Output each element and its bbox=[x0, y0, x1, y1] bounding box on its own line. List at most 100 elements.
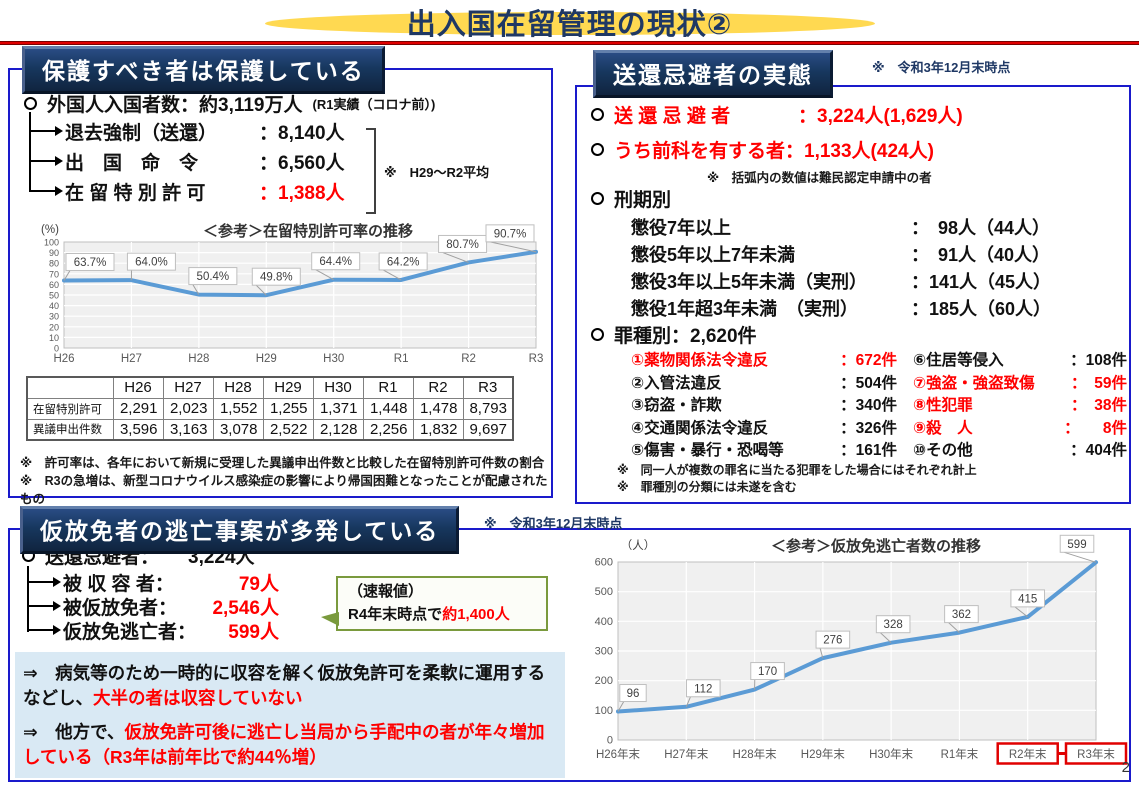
fugitive-asof-note: ※ 令和3年12月末時点 bbox=[484, 516, 623, 531]
crime-row: ②入管法違反 ：504件 bbox=[631, 371, 897, 394]
preliminary-figure-callout: （速報値） R4年末時点で約1,400人 bbox=[321, 576, 548, 631]
branch-arrow-icon bbox=[30, 156, 63, 166]
x-tick-label: H26年末 bbox=[596, 747, 641, 761]
crime-value: ：404件 bbox=[1070, 442, 1127, 459]
average-bracket bbox=[366, 128, 376, 214]
y-tick-label: 400 bbox=[595, 616, 613, 628]
y-tick-label: 10 bbox=[49, 333, 59, 343]
data-label: 362 bbox=[952, 609, 971, 621]
table-cell: 1,832 bbox=[412, 418, 464, 441]
data-label-box bbox=[65, 252, 115, 271]
data-label: 64.2% bbox=[387, 256, 420, 268]
criminal-record-row: うち前科を有する者：1,133人(424人) bbox=[591, 136, 934, 163]
data-label: 50.4% bbox=[197, 271, 230, 283]
y-tick-label: 90 bbox=[49, 248, 59, 258]
sentence-row: 懲役5年以上7年未満 ： 91人（40人） bbox=[631, 241, 1051, 268]
axis-unit-label: （人） bbox=[621, 539, 656, 552]
data-label: 599 bbox=[1067, 539, 1086, 551]
y-tick-label: 600 bbox=[595, 557, 613, 569]
crime-row: ⑥住居等侵入 ：108件 bbox=[913, 348, 1127, 371]
sentence-label: 懲役1年超3年未満 （実刑） bbox=[631, 299, 859, 319]
label-leader bbox=[382, 269, 402, 281]
y-tick-label: 500 bbox=[595, 586, 613, 598]
table-header-cell: H27 bbox=[162, 376, 214, 399]
criminal-record-text: うち前科を有する者：1,133人(424人) bbox=[614, 141, 934, 162]
title-divider-rule bbox=[0, 41, 1139, 45]
data-label-box bbox=[875, 615, 911, 634]
fugitive-section: 送還忌避者： 3,224人 被 収 容 者： 79人 被仮放免者： 2,546人 仮放免… bbox=[8, 528, 1131, 782]
chart-title: ＜参考＞在留特別許可率の推移 bbox=[203, 222, 413, 240]
branch-label: 被仮放免者： bbox=[63, 597, 178, 619]
sentence-header: 刑期別 bbox=[614, 190, 672, 211]
table-cell: 3,596 bbox=[112, 418, 164, 441]
table-cell: 9,697 bbox=[462, 418, 514, 441]
branch-value: ：8,140人 bbox=[259, 122, 345, 144]
data-label: 415 bbox=[1018, 593, 1037, 605]
label-leader bbox=[880, 632, 892, 644]
branch-value: 599人 bbox=[228, 621, 279, 643]
data-label: 90.7% bbox=[494, 228, 527, 240]
sentence-value: ：141人（45人） bbox=[911, 272, 1052, 292]
branch-arrow-icon bbox=[28, 601, 61, 611]
permit-table: H26 H27 H28 H29 H30 R1 R2 R3 在留特別許可 2,291 2,023 1,5… bbox=[26, 376, 514, 441]
data-label-box bbox=[750, 662, 785, 681]
data-line bbox=[616, 560, 1098, 714]
table-row: 異議申出件数 3,596 3,163 3,078 2,522 2,128 2,256 1,83… bbox=[26, 418, 514, 441]
callout-line1: （速報値） bbox=[348, 583, 424, 600]
fugitive-breakdown-row: 仮放免逃亡者： 599人 bbox=[28, 618, 279, 643]
table-cell: 2,522 bbox=[262, 418, 314, 441]
branch-arrow-icon bbox=[30, 186, 63, 196]
data-label: 80.7% bbox=[446, 239, 479, 251]
x-tick-label: H30 bbox=[323, 353, 344, 365]
x-tick-label: H28 bbox=[188, 353, 209, 365]
page-title: 出入国在留管理の現状② bbox=[406, 9, 733, 41]
y-tick-label: 100 bbox=[44, 238, 59, 248]
crime-row: ⑩その他 ：404件 bbox=[913, 438, 1127, 461]
evaders-section: 送 還 忌 避 者 ：3,224人(1,629人) うち前科を有する者：1,13… bbox=[575, 85, 1131, 504]
crime-value: ： 38件 bbox=[1071, 397, 1127, 414]
sentence-row: 懲役1年超3年未満 （実刑） ：185人（60人） bbox=[631, 295, 1051, 322]
crime-row: ⑦強盗・強盗致傷 ： 59件 bbox=[913, 371, 1127, 394]
crime-value: ： 59件 bbox=[1071, 374, 1127, 392]
y-tick-label: 30 bbox=[49, 312, 59, 322]
permit-table-footnotes: ※ 許可率は、各年において新規に受理した異議申出件数と比較した在留特別許可件数の… bbox=[20, 454, 551, 508]
title-highlight-shape bbox=[264, 12, 875, 35]
sentence-label: 懲役5年以上7年未満 bbox=[631, 245, 796, 265]
crime-label: ⑥住居等侵入 bbox=[913, 352, 1004, 369]
x-tick-label: R3 bbox=[529, 353, 544, 365]
branch-label: 在 留 特 別 許 可 bbox=[65, 182, 206, 204]
y-tick-label: 60 bbox=[49, 280, 59, 290]
crime-row: ③窃盗・詐欺 ：340件 bbox=[631, 393, 897, 416]
label-leader bbox=[1014, 606, 1029, 618]
evaders-count-value: ：3,224人(1,629人) bbox=[798, 106, 963, 127]
crime-value: ：161件 bbox=[840, 442, 897, 459]
page-number: 2 bbox=[1121, 759, 1130, 776]
table-header-cell: R1 bbox=[362, 376, 414, 399]
branch-arrow-icon bbox=[28, 625, 61, 635]
table-cell: 1,552 bbox=[212, 397, 264, 420]
table-header-cell: H26 bbox=[112, 376, 164, 399]
table-header-cell: R3 bbox=[462, 376, 514, 399]
table-cell: 1,255 bbox=[262, 397, 314, 420]
table-cell: 2,128 bbox=[312, 418, 364, 441]
protect-section: 外国人入国者数：約3,119万人 (R1実績（コロナ前）) 退去強制（送還） ：8… bbox=[8, 68, 553, 506]
tree-line bbox=[29, 112, 31, 192]
data-label-box bbox=[944, 605, 979, 624]
x-tick-label: H26 bbox=[53, 353, 74, 365]
table-header-cell bbox=[26, 376, 114, 399]
branch-label: 仮放免逃亡者： bbox=[63, 621, 197, 643]
data-label-box bbox=[685, 679, 721, 698]
branch-arrow-icon bbox=[28, 577, 61, 587]
x-tick-label: H27 bbox=[121, 353, 142, 365]
fugitive-breakdown-row: 被仮放免者： 2,546人 bbox=[28, 594, 279, 619]
label-leader bbox=[192, 284, 200, 295]
x-tick-label: H29年末 bbox=[801, 747, 846, 761]
crime-row: ⑤傷害・暴行・恐喝等 ：161件 bbox=[631, 438, 897, 461]
crime-value: ：672件 bbox=[840, 352, 897, 369]
data-label: 328 bbox=[884, 619, 903, 631]
crime-label: ⑨殺 人 bbox=[913, 419, 973, 437]
branch-value: ：6,560人 bbox=[259, 152, 345, 174]
conclusion-paragraph-1: ⇒ 病気等のため一時的に収容を解く仮放免許可を柔軟に運用するなどし、大半の者は収… bbox=[23, 663, 546, 708]
table-cell: 3,163 bbox=[162, 418, 214, 441]
